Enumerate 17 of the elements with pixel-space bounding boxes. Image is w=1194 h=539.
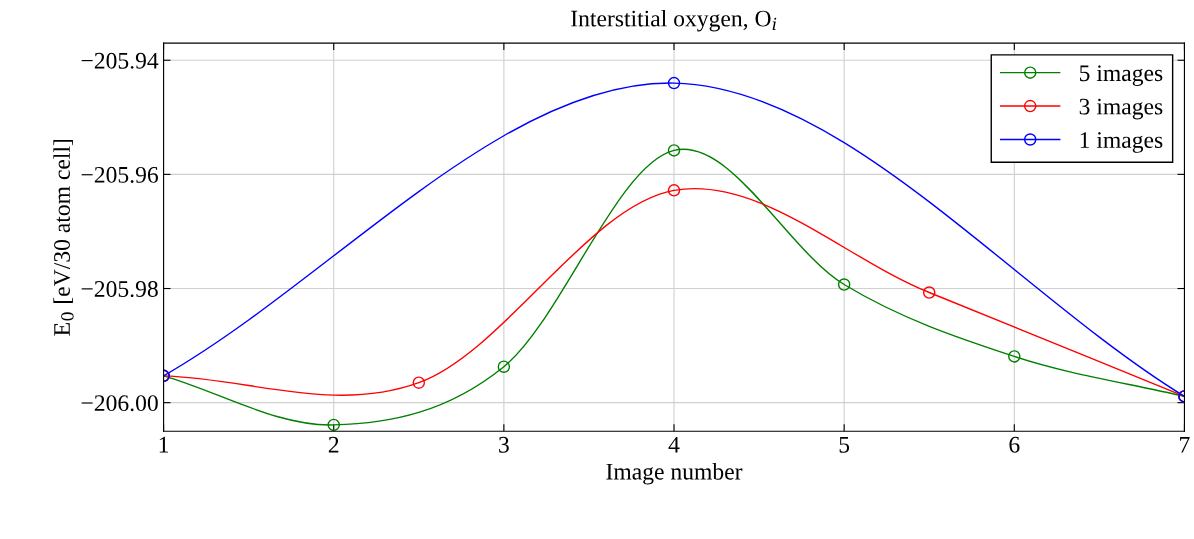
- x-tick-label: 4: [668, 436, 680, 453]
- x-tick-label: 5: [839, 436, 850, 453]
- legend-label: 5 images: [1079, 65, 1163, 86]
- y-tick-label: −205.96: [81, 166, 159, 183]
- x-tick-label: 2: [328, 436, 339, 453]
- y-tick-label: −205.94: [81, 52, 159, 69]
- legend-label: 1 images: [1080, 132, 1163, 153]
- x-tick-label: 7: [1180, 436, 1190, 453]
- y-tick-label: −205.98: [81, 281, 158, 298]
- x-tick-label: 6: [1009, 436, 1020, 453]
- x-tick-label: 1: [159, 436, 169, 453]
- x-tick-label: 3: [499, 436, 509, 453]
- x-axis-title: Image number: [606, 463, 743, 485]
- chart-title: Interstitial oxygen, O$_{i}$: [571, 9, 777, 32]
- y-axis-title: E$_{0}$ [eV/30 atom cell]: [53, 139, 74, 336]
- y-tick-label: −206.00: [81, 395, 158, 412]
- legend-label: 3 images: [1079, 98, 1163, 120]
